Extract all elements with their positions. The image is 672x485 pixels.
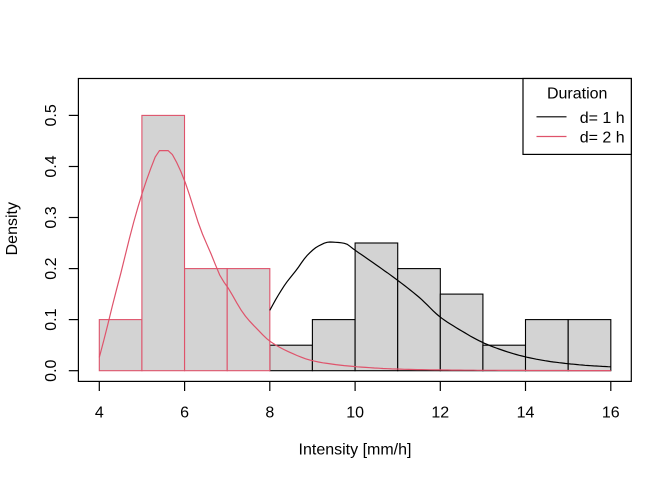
svg-text:d= 1 h: d= 1 h: [580, 110, 625, 127]
svg-text:0.4: 0.4: [43, 155, 60, 177]
svg-text:4: 4: [95, 405, 104, 422]
svg-text:0.3: 0.3: [43, 206, 60, 228]
svg-text:12: 12: [431, 405, 449, 422]
svg-text:d= 2 h: d= 2 h: [580, 130, 625, 147]
svg-text:0.1: 0.1: [43, 308, 60, 330]
svg-text:16: 16: [602, 405, 620, 422]
svg-text:Intensity [mm/h]: Intensity [mm/h]: [299, 442, 412, 459]
svg-text:14: 14: [517, 405, 535, 422]
svg-text:Duration: Duration: [547, 85, 607, 102]
svg-text:0.2: 0.2: [43, 257, 60, 279]
svg-text:Density: Density: [4, 202, 21, 255]
svg-text:6: 6: [180, 405, 189, 422]
svg-text:8: 8: [265, 405, 274, 422]
svg-text:10: 10: [346, 405, 364, 422]
svg-text:0.5: 0.5: [43, 104, 60, 126]
svg-text:0.0: 0.0: [43, 359, 60, 381]
